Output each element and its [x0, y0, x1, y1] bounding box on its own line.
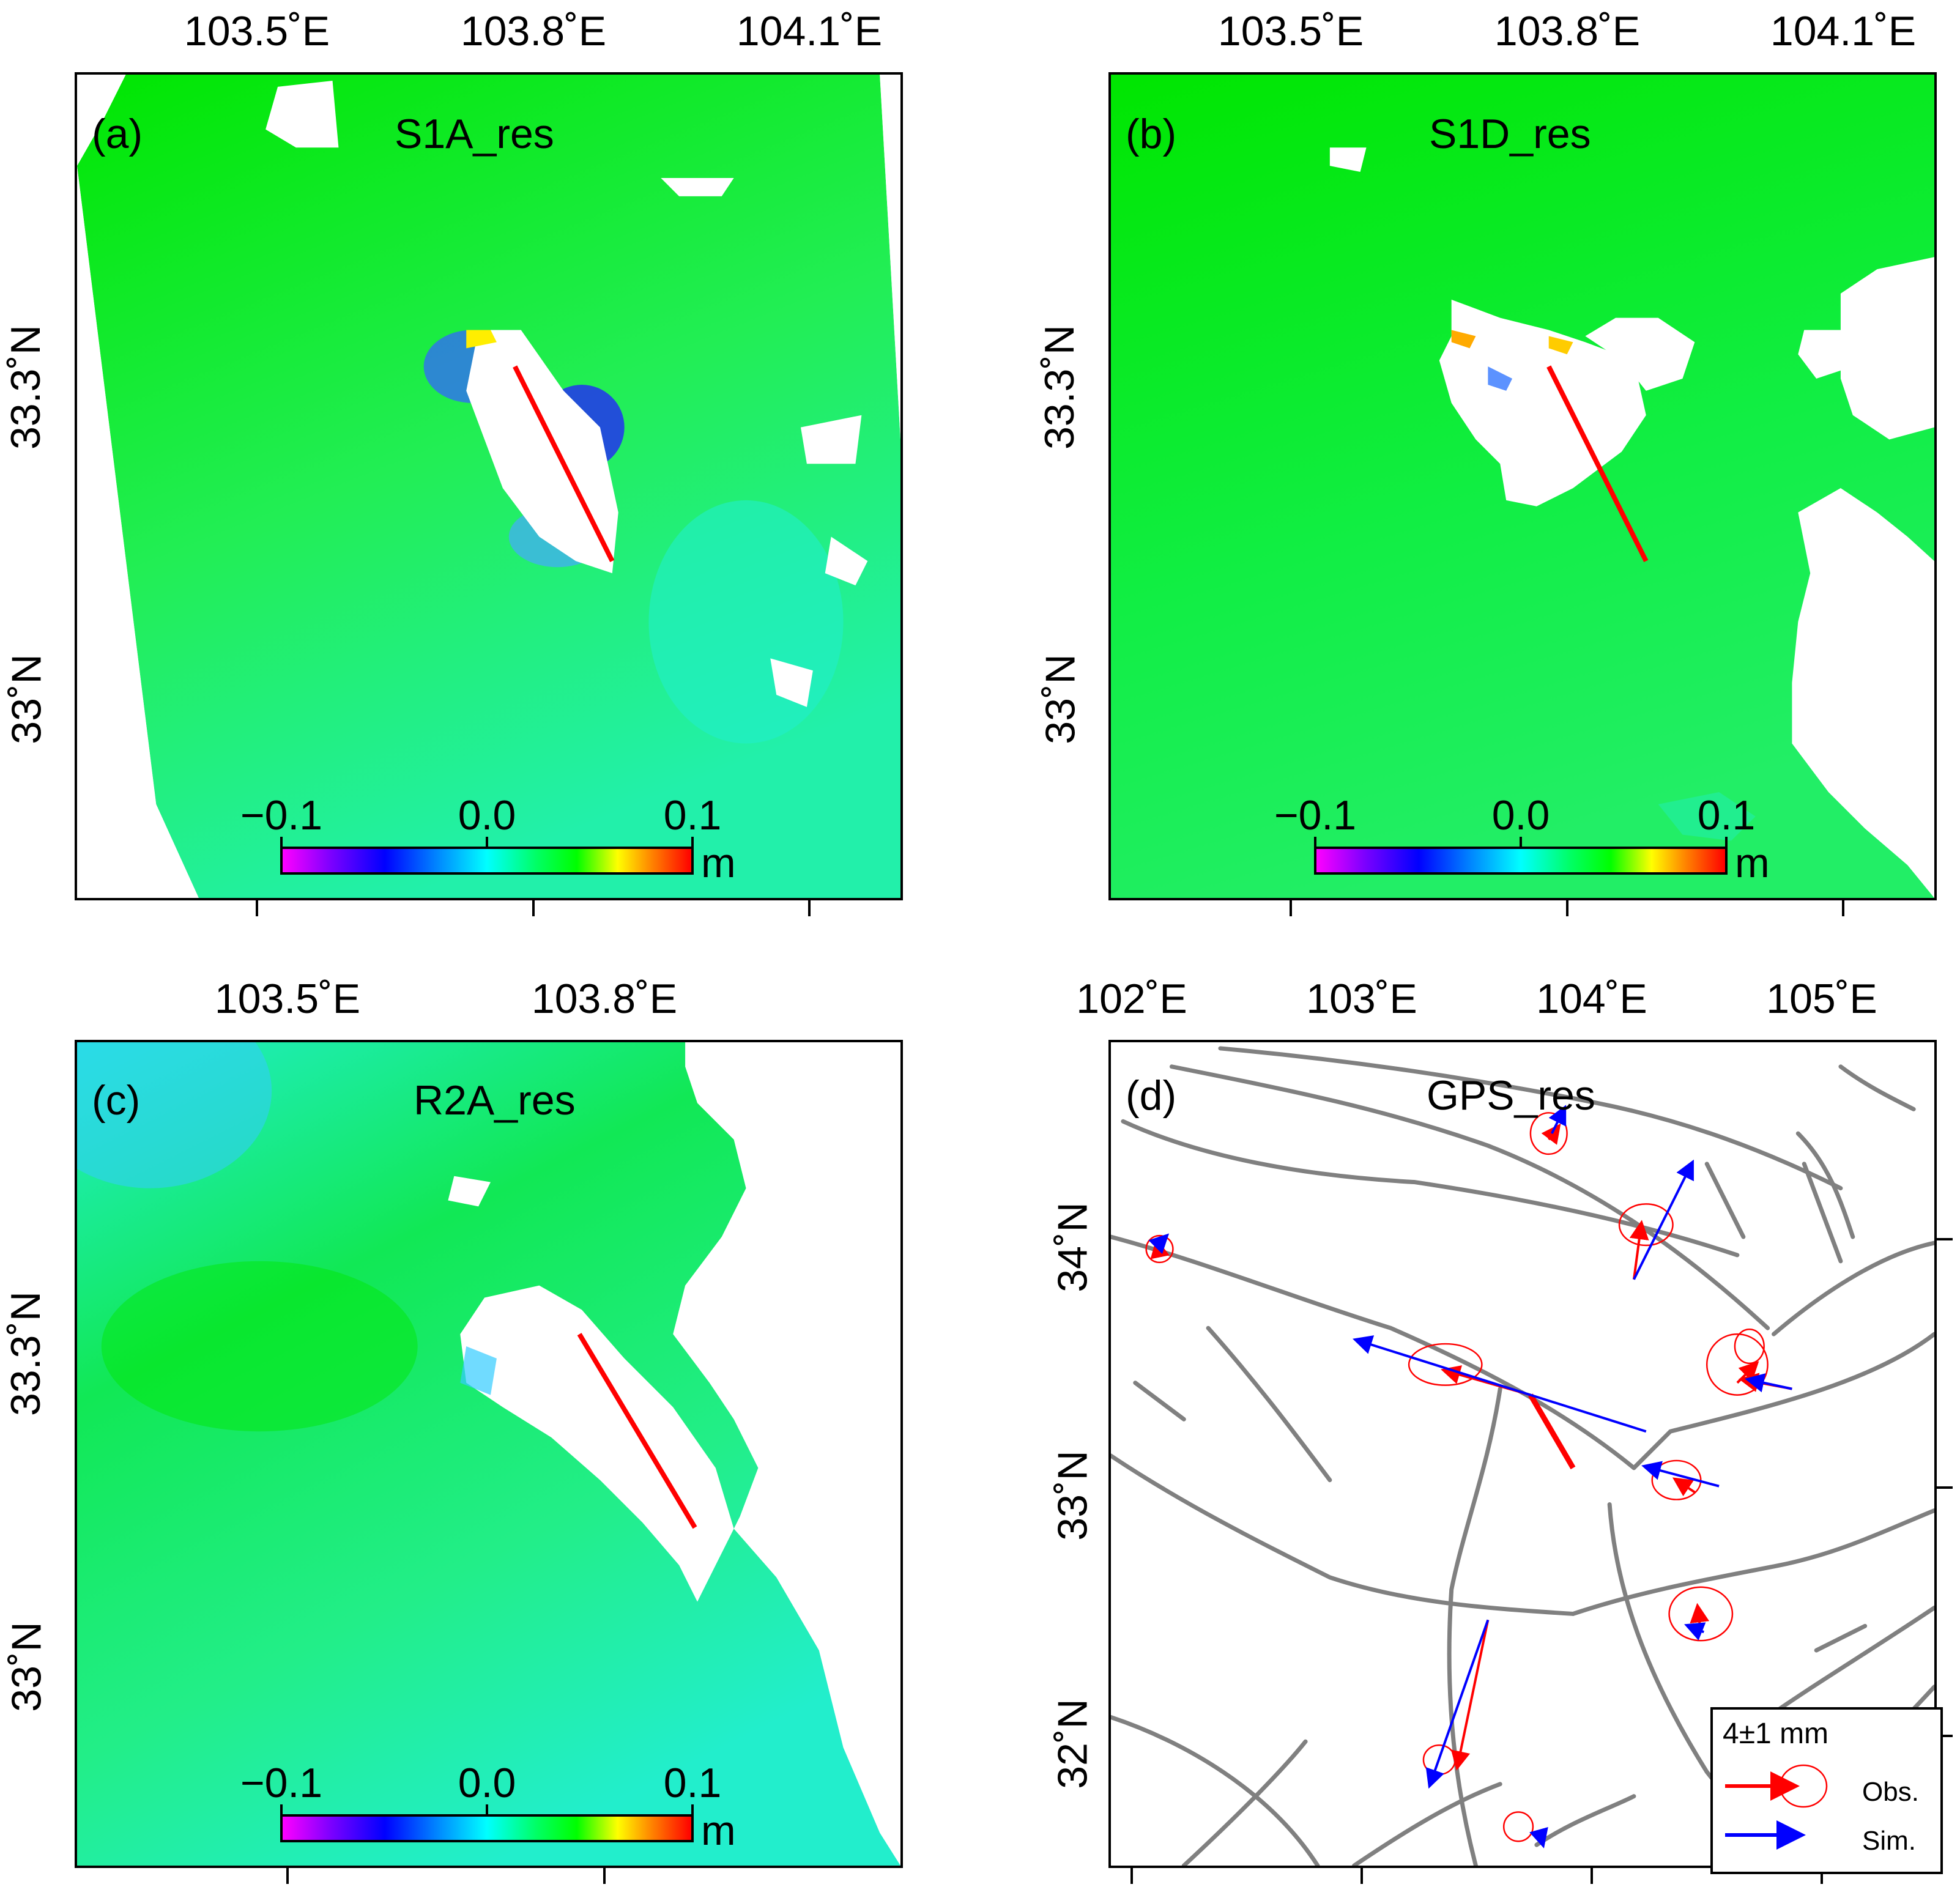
tick-mark — [603, 1868, 606, 1884]
panel-title: S1D_res — [1429, 111, 1591, 157]
panel-title: GPS_res — [1427, 1072, 1595, 1119]
tick-mark — [532, 900, 535, 916]
colorbar-tick-label: 0.1 — [663, 1760, 722, 1806]
panel-tag: (d) — [1126, 1072, 1177, 1119]
colorbar-unit: m — [1735, 840, 1770, 886]
rupture-trace-c — [577, 1333, 697, 1529]
residual-field-b — [1111, 75, 1934, 898]
colorbar-tick-label: 0.1 — [663, 792, 722, 839]
ytick-label: 34˚N — [1049, 1202, 1096, 1292]
tick-mark — [1937, 1735, 1953, 1737]
colorbar-tick — [691, 837, 694, 847]
colorbar-tick — [280, 837, 283, 847]
xtick-label: 103.5˚E — [214, 976, 361, 1022]
tick-mark — [1937, 1486, 1953, 1489]
tick-mark — [808, 900, 811, 916]
xtick-label: 104.1˚E — [1770, 8, 1917, 54]
xtick-label: 103.5˚E — [1217, 8, 1364, 54]
colorbar-gradient — [280, 847, 694, 875]
tick-mark — [1842, 900, 1844, 916]
panel-tag: (b) — [1126, 111, 1177, 157]
colorbar-gradient — [280, 1814, 694, 1842]
gps-vectors — [1145, 1105, 1792, 1848]
legend-sim-label: Sim. — [1862, 1826, 1916, 1856]
tick-mark — [286, 1868, 289, 1884]
colorbar-tick-label: −0.1 — [240, 1760, 323, 1806]
legend-scale: 4±1 mm — [1723, 1718, 1829, 1750]
ytick-label: 33˚N — [3, 1622, 50, 1712]
colorbar-tick — [1725, 837, 1728, 847]
map-frame-b — [1108, 72, 1937, 900]
residual-field-c — [77, 1042, 900, 1866]
xtick-label: 104.1˚E — [736, 8, 883, 54]
colorbar-tick — [280, 1804, 283, 1814]
panel-tag: (c) — [92, 1077, 141, 1124]
ytick-label: 33˚N — [3, 654, 50, 744]
tick-mark — [1937, 1238, 1953, 1240]
tick-mark — [1290, 900, 1292, 916]
rupture-trace-b — [1546, 365, 1649, 563]
tick-mark — [256, 900, 258, 916]
colorbar-tick-label: 0.0 — [1491, 792, 1550, 839]
colorbar-tick-label: 0.0 — [458, 1760, 516, 1806]
colorbar-tick — [1314, 837, 1316, 847]
xtick-label: 103.8˚E — [531, 976, 678, 1022]
xtick-label: 104˚E — [1536, 976, 1647, 1022]
tick-mark — [1360, 1868, 1363, 1884]
ytick-label: 33˚N — [1037, 654, 1084, 744]
tick-mark — [1130, 1868, 1133, 1884]
map-frame-c — [75, 1040, 903, 1868]
colorbar-tick-label: −0.1 — [1274, 792, 1357, 839]
ytick-label: 33.3˚N — [2, 324, 50, 450]
colorbar-tick-label: −0.1 — [240, 792, 323, 839]
colorbar-tick — [486, 1804, 488, 1814]
tick-mark — [1566, 900, 1568, 916]
tick-mark — [1591, 1868, 1593, 1884]
panel-title: R2A_res — [414, 1077, 576, 1124]
rupture-trace-a — [513, 365, 615, 563]
tick-mark — [1821, 1868, 1823, 1884]
panel-title: S1A_res — [395, 111, 554, 157]
legend-obs-label: Obs. — [1862, 1777, 1919, 1807]
ytick-label: 33.3˚N — [2, 1291, 50, 1417]
colorbar-tick-label: 0.1 — [1697, 792, 1756, 839]
ytick-label: 33˚N — [1049, 1450, 1096, 1541]
xtick-label: 102˚E — [1076, 976, 1187, 1022]
colorbar-gradient — [1314, 847, 1728, 875]
map-frame-a — [75, 72, 903, 900]
legend: 4±1 mm Obs. Sim. — [1710, 1707, 1943, 1874]
residual-field-a — [77, 75, 900, 898]
colorbar-tick — [691, 1804, 694, 1814]
colorbar-tick — [486, 837, 488, 847]
xtick-label: 103.8˚E — [1494, 8, 1641, 54]
xtick-label: 103.5˚E — [184, 8, 330, 54]
legend-symbols — [1725, 1764, 1828, 1850]
colorbar-unit: m — [701, 840, 736, 886]
xtick-label: 103˚E — [1306, 976, 1417, 1022]
xtick-label: 103.8˚E — [460, 8, 607, 54]
colorbar-tick — [1520, 837, 1522, 847]
panel-tag: (a) — [92, 111, 143, 157]
ytick-label: 33.3˚N — [1036, 324, 1083, 450]
ytick-label: 32˚N — [1049, 1699, 1096, 1789]
xtick-label: 105˚E — [1766, 976, 1877, 1022]
colorbar-tick-label: 0.0 — [458, 792, 516, 839]
colorbar-unit: m — [701, 1807, 736, 1854]
